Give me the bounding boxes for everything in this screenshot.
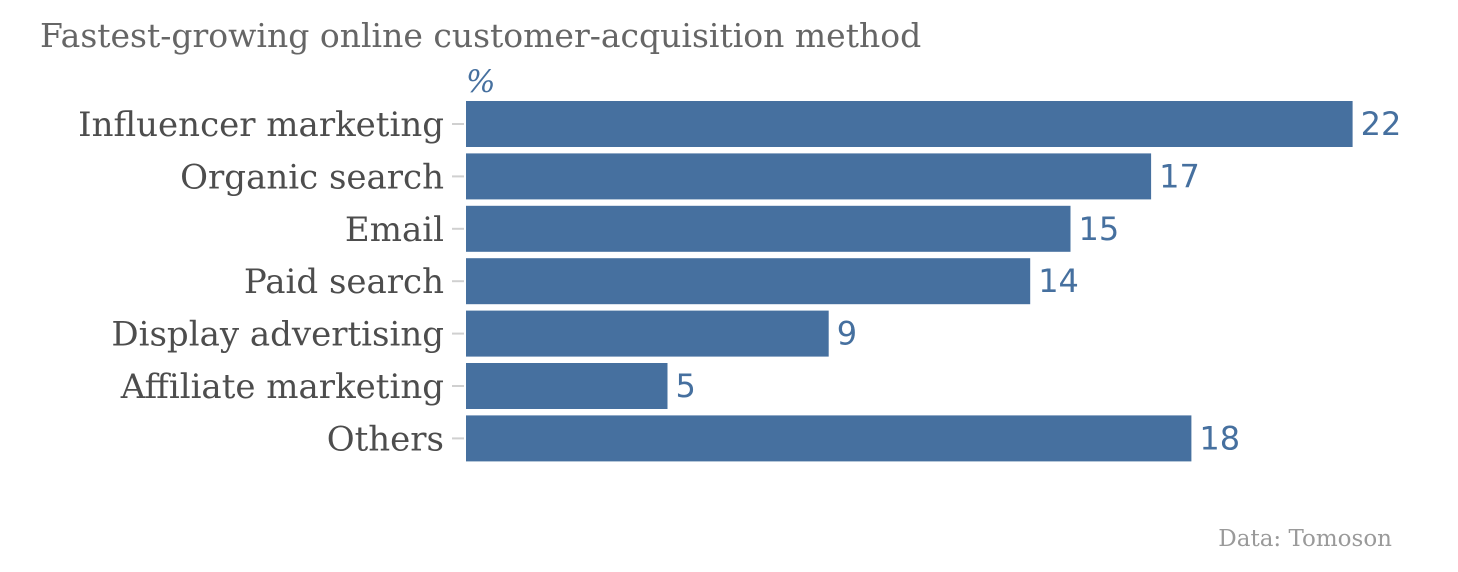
- value-label: 9: [837, 315, 857, 353]
- bar: [466, 205, 1071, 252]
- value-label: 15: [1079, 210, 1120, 248]
- bar: [466, 153, 1152, 200]
- category-label: Email: [345, 210, 444, 250]
- unit-label: %: [466, 64, 495, 100]
- value-label: 18: [1199, 419, 1240, 457]
- source-note: Data: Tomoson: [1218, 526, 1392, 552]
- bar: [466, 258, 1031, 305]
- category-label: Display advertising: [111, 315, 444, 355]
- category-label: Others: [327, 419, 444, 459]
- category-label: Organic search: [180, 157, 444, 197]
- chart-title: Fastest-growing online customer-acquisit…: [40, 16, 921, 55]
- bar: [466, 415, 1192, 462]
- bars-group: Influencer marketing 22 Organic search 17 Em…: [78, 101, 1402, 462]
- value-label: 14: [1038, 262, 1079, 300]
- bar: [466, 310, 829, 357]
- bar: [466, 101, 1353, 147]
- value-label: 22: [1361, 105, 1402, 143]
- value-label: 5: [676, 367, 696, 405]
- category-label: Affiliate marketing: [120, 367, 444, 407]
- bar: [466, 363, 668, 409]
- category-label: Influencer marketing: [78, 105, 444, 145]
- value-label: 17: [1159, 157, 1200, 195]
- category-label: Paid search: [244, 262, 444, 302]
